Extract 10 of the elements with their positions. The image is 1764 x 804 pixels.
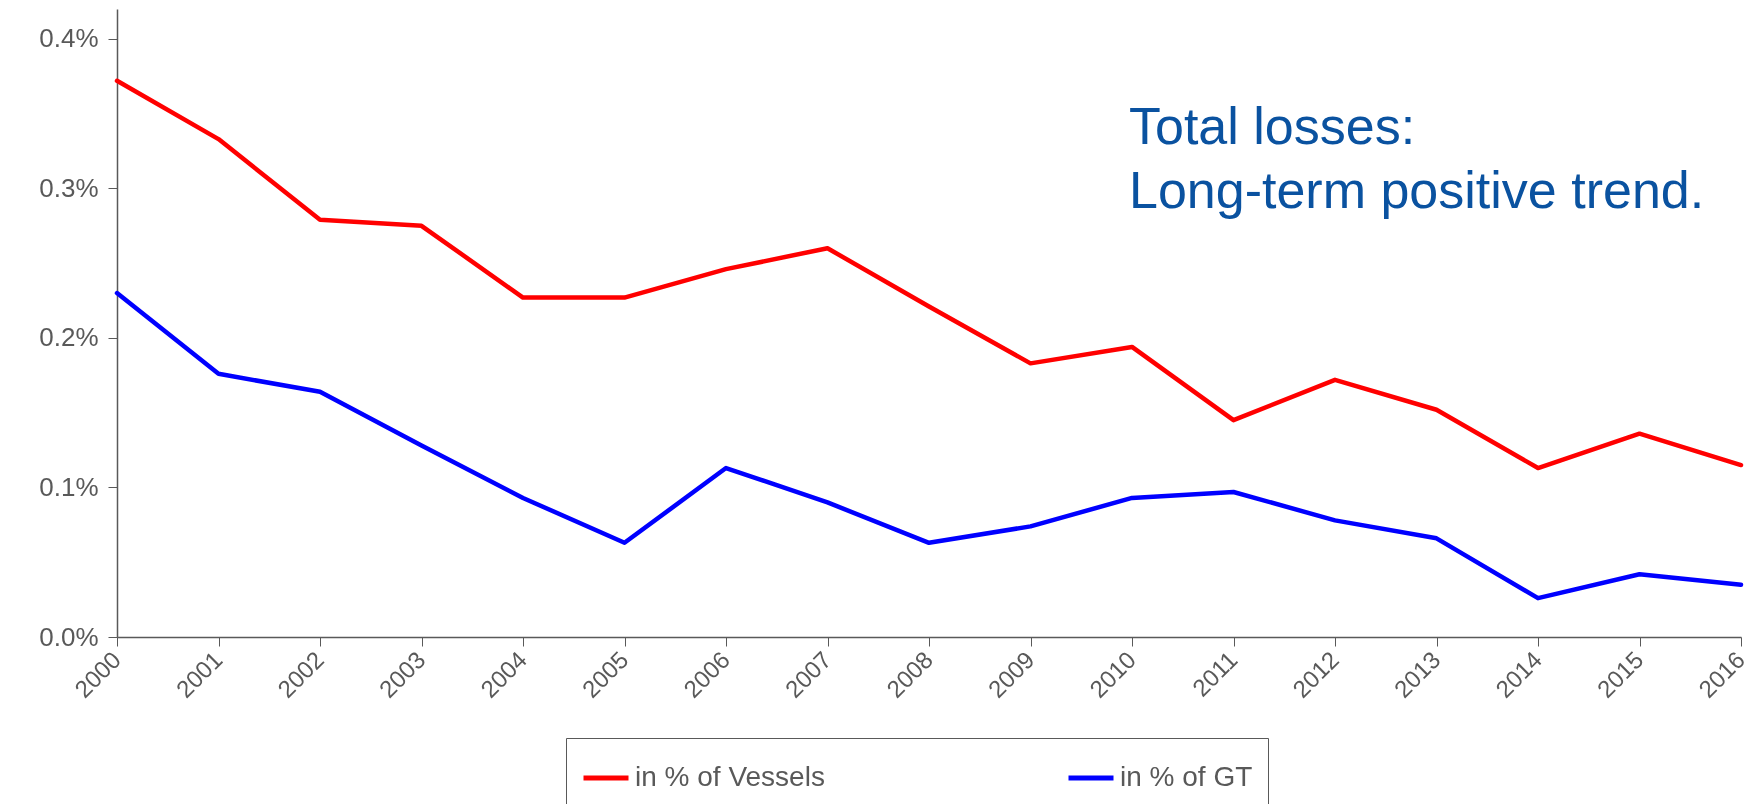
y-tick-label: 0.4% — [39, 23, 99, 54]
y-tick-label: 0.1% — [39, 471, 99, 502]
line-series — [114, 290, 1744, 601]
y-tick-label: 0.2% — [39, 322, 99, 353]
line-series — [114, 78, 1744, 471]
legend-label: in % of GT — [1120, 761, 1253, 792]
legend-label: in % of Vessels — [635, 761, 825, 792]
annotation: Total losses: Long-term positive trend. — [1129, 97, 1705, 219]
y-tick-label: 0.3% — [39, 172, 99, 203]
y-tick-label: 0.0% — [39, 621, 99, 652]
